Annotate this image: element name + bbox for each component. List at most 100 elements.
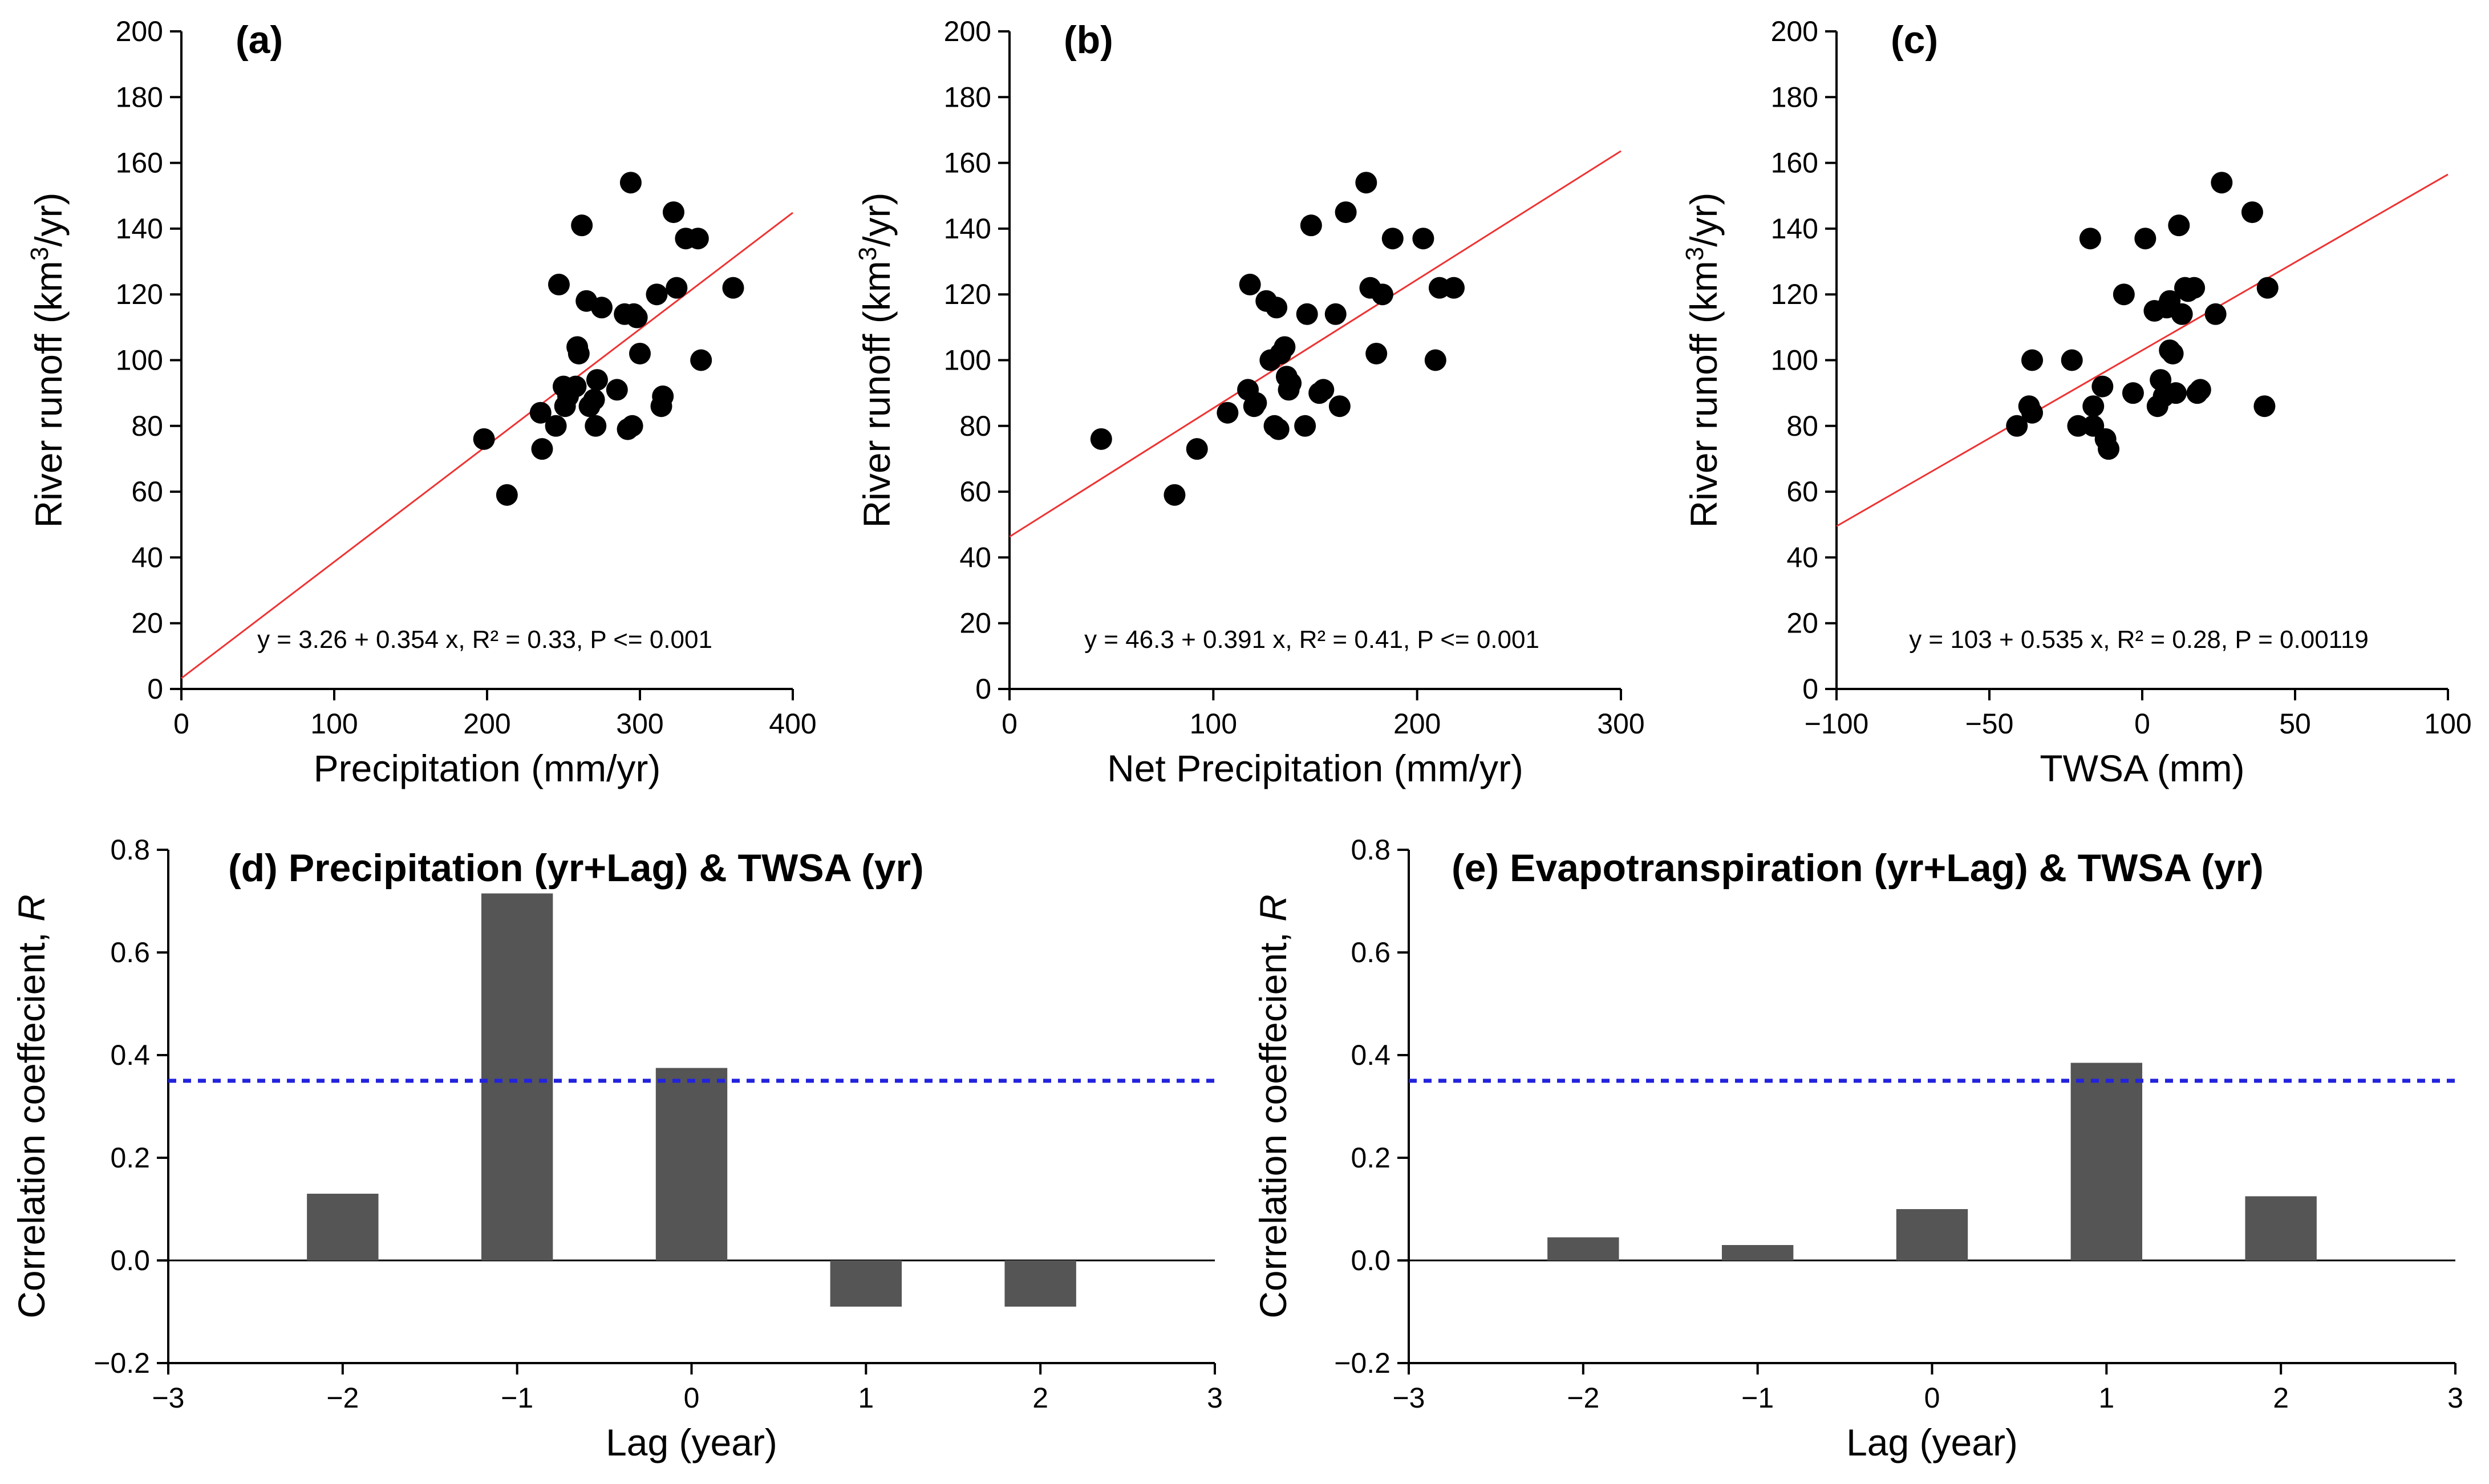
y-tick-label: 140 [944,213,991,245]
y-tick-label: 80 [1786,410,1818,442]
data-point [646,283,668,306]
y-tick-label: 200 [944,15,991,47]
data-point [1355,172,1377,194]
y-tick-label: 40 [131,541,163,573]
data-point [2204,303,2227,325]
bar [2245,1196,2317,1260]
data-point [1217,402,1239,424]
panel-b: 0 20 40 60 80 100 120 140 160 180 200 0 100 200 300 Net… [854,15,1645,789]
panel-title: (c) [1891,18,1938,62]
panel-a: 0 20 40 60 80 100 120 140 160 180 200 0 100 200 300 400… [26,15,817,789]
data-point [531,438,553,460]
x-tick-label: −1 [501,1382,533,1414]
y-tick-label: 60 [131,476,163,508]
y-tick-label: 140 [1771,213,1818,245]
data-point [567,342,590,364]
data-point [722,277,744,299]
bar [1004,1260,1076,1307]
y-tick-label: 0.4 [1351,1039,1391,1071]
x-tick-label: 200 [463,708,510,740]
x-tick-label: −100 [1805,708,1869,740]
data-point [571,214,593,237]
data-point [1381,228,1404,250]
data-point [619,172,642,194]
data-point [545,415,567,437]
data-point [2162,342,2184,364]
data-point [652,385,674,407]
x-tick-label: 100 [2424,708,2471,740]
data-point [629,342,651,364]
data-point [2134,228,2156,250]
data-point [548,273,570,295]
regression-line [1836,173,2449,527]
x-axis-label: Net Precipitation (mm/yr) [1107,747,1523,789]
y-tick-label: 100 [1771,344,1818,376]
y-tick-label: 120 [116,278,163,310]
data-point [529,402,552,424]
bar [830,1260,902,1307]
data-point [1371,283,1393,306]
x-tick-label: 0 [173,708,189,740]
data-point [496,484,518,506]
bar [1547,1237,1619,1260]
panel-title: (e) Evapotranspiration (yr+Lag) & TWSA (… [1452,846,2264,890]
data-point [606,379,628,401]
x-axis-label: Precipitation (mm/yr) [314,747,661,789]
data-point [2150,369,2172,391]
data-point [2256,277,2279,299]
data-point [2021,349,2044,371]
panel-c: 0 20 40 60 80 100 120 140 160 180 200 −100 −50 0 50 100… [1681,15,2472,789]
y-tick-label: 40 [959,541,991,573]
y-tick-label: 0.2 [1351,1142,1391,1174]
data-point [1266,297,1288,319]
data-point [2189,379,2211,401]
x-tick-label: 0 [1002,708,1018,740]
data-point [662,201,684,224]
y-tick-label: 160 [116,147,163,179]
data-point [1335,201,1357,224]
data-point [2098,438,2120,460]
x-tick-label: 400 [769,708,816,740]
y-tick-label: 40 [1786,541,1818,573]
y-tick-label: 80 [959,410,991,442]
data-point [1300,214,1322,237]
y-tick-label: 0 [147,673,163,705]
x-axis-label: TWSA (mm) [2040,747,2244,789]
data-point [1164,484,1186,506]
bar [655,1068,728,1260]
x-tick-label: 100 [1190,708,1237,740]
data-point [1324,303,1347,325]
bar [307,1194,379,1260]
x-tick-label: −3 [152,1382,184,1414]
x-tick-label: 200 [1393,708,1441,740]
data-point [2061,349,2083,371]
y-tick-label: 180 [116,81,163,113]
y-tick-label: 60 [959,476,991,508]
y-tick-label: 0.6 [110,936,150,968]
data-point [1245,392,1267,414]
y-tick-label: 0.6 [1351,936,1391,968]
data-point [690,349,712,371]
data-point [626,306,648,329]
bar [1721,1245,1794,1260]
data-point [2183,277,2206,299]
data-point [1312,379,1335,401]
data-point [585,415,607,437]
x-tick-label: 50 [2279,708,2311,740]
y-tick-label: 140 [116,213,163,245]
x-tick-label: −3 [1392,1382,1425,1414]
data-point [2091,375,2114,398]
bar [481,893,553,1260]
y-tick-label: 20 [1786,607,1818,639]
x-tick-label: 300 [1597,708,1644,740]
data-point [1296,303,1318,325]
y-tick-label: 0.0 [1351,1244,1391,1276]
panel-title: (b) [1064,18,1113,62]
data-point [1274,336,1296,358]
bar [2070,1063,2143,1260]
data-point [2164,382,2187,404]
y-tick-label: 20 [131,607,163,639]
regression-equation: y = 103 + 0.535 x, R² = 0.28, P = 0.0011… [1909,626,2369,654]
x-tick-label: −2 [326,1382,359,1414]
